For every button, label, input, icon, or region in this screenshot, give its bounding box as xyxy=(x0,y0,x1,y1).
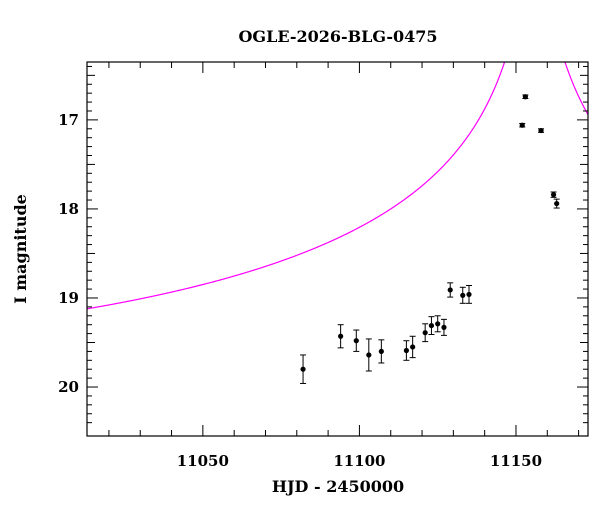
plot-frame xyxy=(86,61,589,437)
data-point xyxy=(435,321,441,327)
y-axis-label: I magnitude xyxy=(11,194,30,304)
data-point xyxy=(538,127,544,134)
plot-area: 11050 11100 11150 17 18 19 20 xyxy=(58,61,589,470)
chart-title: OGLE-2026-BLG-0475 xyxy=(238,27,437,46)
data-point xyxy=(410,344,416,350)
data-point xyxy=(466,291,472,298)
data-point xyxy=(300,366,306,372)
data-point xyxy=(366,352,372,358)
data-point xyxy=(550,192,557,198)
data-point xyxy=(403,347,409,354)
data-point xyxy=(378,348,384,355)
y-tick-label: 19 xyxy=(58,289,79,307)
x-tick-label: 11150 xyxy=(490,452,542,470)
y-tick-label: 20 xyxy=(58,378,79,396)
model-curve xyxy=(87,62,588,310)
data-point xyxy=(338,333,344,339)
data-point xyxy=(519,122,525,128)
data-point xyxy=(422,330,428,336)
data-point xyxy=(428,322,435,329)
data-point xyxy=(460,292,466,298)
x-tick-label: 11050 xyxy=(177,452,229,470)
x-tick-label: 11100 xyxy=(333,452,385,470)
y-tick-label: 18 xyxy=(58,200,79,218)
y-tick-label: 17 xyxy=(58,111,79,129)
data-point xyxy=(447,287,453,293)
data-point xyxy=(353,338,359,344)
data-point xyxy=(554,200,560,207)
data-point xyxy=(522,94,528,100)
data-point xyxy=(441,324,447,330)
x-axis-label: HJD - 2450000 xyxy=(272,477,404,496)
